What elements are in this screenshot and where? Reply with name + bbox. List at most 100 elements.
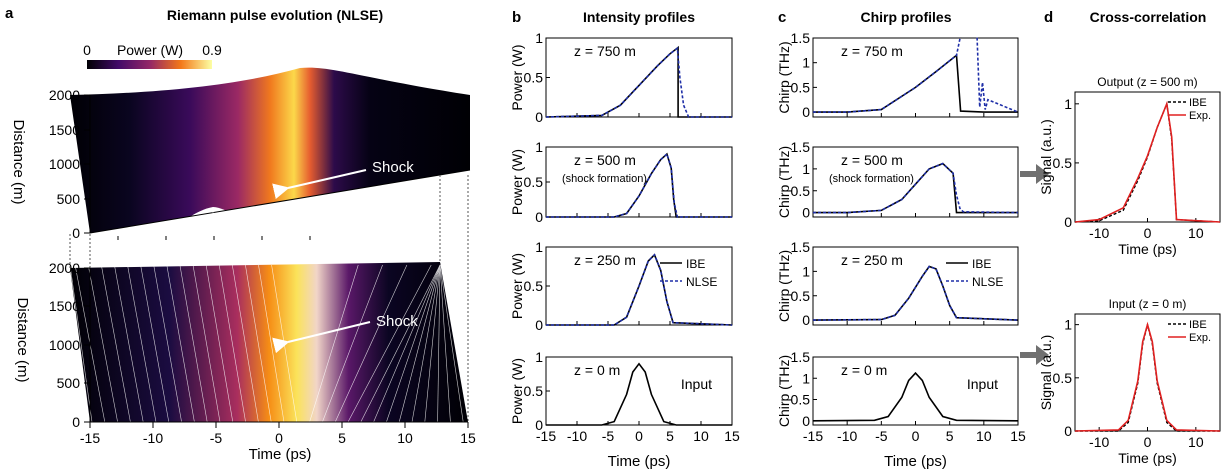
- panel-a-title: Riemann pulse evolution (NLSE): [167, 7, 383, 23]
- characteristic-line: [411, 264, 441, 423]
- bottom-y-tick-label: 2000: [49, 260, 80, 276]
- subplot-note: (shock formation): [562, 173, 647, 185]
- x-tick-label: -10: [567, 428, 587, 444]
- subplot-title: Output (z = 500 m): [1097, 75, 1197, 89]
- top-shock-label: Shock: [372, 159, 414, 176]
- d-subplot-1: 0 0.5 1 Signal (a.u.) -10 0 10 Input (z = 0 m)I…: [1038, 297, 1221, 466]
- y-axis-label: Chirp (THz): [776, 250, 792, 322]
- bottom-x-tick-label: 5: [338, 430, 346, 446]
- y-axis-label: Chirp (THz): [776, 41, 792, 113]
- arrow-to-input: [1020, 345, 1049, 365]
- bottom-x-label: Time (ps): [249, 446, 312, 463]
- characteristic-line: [360, 264, 441, 423]
- subplot-label: z = 0 m: [841, 362, 887, 378]
- top-y-label: Distance (m): [10, 119, 27, 204]
- x-tick-label: 0: [635, 428, 643, 444]
- bottom-x-ticks: -15 -10 -5 0 5 10 15: [80, 422, 476, 446]
- top-y-tick-label: 0: [72, 225, 80, 241]
- x-tick-label: 15: [724, 428, 740, 444]
- y-tick-label: 0.5: [524, 70, 544, 86]
- series-nlse: [546, 152, 732, 218]
- bottom-x-tick-label: 15: [460, 430, 476, 446]
- series-nlse: [813, 265, 1018, 321]
- characteristic-line: [245, 264, 272, 423]
- y-tick-label: 1: [802, 370, 810, 386]
- legend-label: IBE: [1189, 319, 1207, 331]
- subplot-label: z = 750 m: [574, 43, 636, 59]
- characteristic-line: [439, 264, 451, 423]
- bottom-y-label: Distance (m): [14, 297, 31, 382]
- d-subplot-0: 0 0.5 1 Signal (a.u.) -10 0 10 Output (z = 500 …: [1038, 75, 1221, 257]
- y-tick-label: 0: [802, 104, 810, 120]
- subplot-label: z = 500 m: [574, 152, 636, 168]
- panel-b-letter: b: [512, 9, 521, 26]
- x-axis-label-c: Time (ps): [884, 453, 947, 470]
- subplot-label: z = 0 m: [574, 362, 620, 378]
- y-axis-label: Chirp (THz): [776, 146, 792, 218]
- characteristic-line: [218, 264, 246, 423]
- y-tick-label: 1: [535, 349, 543, 365]
- characteristic-line: [87, 264, 118, 423]
- y-tick-label: 1: [535, 239, 543, 255]
- subplot-note: Input: [967, 376, 998, 392]
- x-axis-label-d: Time (ps): [1118, 241, 1177, 257]
- y-tick-label: 0.5: [524, 174, 544, 190]
- y-tick-label: 0.5: [791, 79, 811, 95]
- y-tick-label: 1: [535, 139, 543, 155]
- top-y-ticks: 0 500 1000 1500 2000: [49, 87, 90, 241]
- characteristic-line: [179, 264, 208, 423]
- subplot-title: Input (z = 0 m): [1109, 297, 1187, 311]
- y-tick-label: 0.5: [791, 392, 811, 408]
- series-input: [546, 362, 732, 426]
- bottom-y-tick-label: 0: [72, 414, 80, 430]
- subplot-label: z = 750 m: [841, 43, 903, 59]
- characteristic-line: [322, 264, 383, 423]
- series-nlse: [813, 162, 1018, 214]
- y-tick-label: 1.5: [791, 239, 811, 255]
- x-tick-label: 10: [693, 428, 709, 444]
- y-tick-label: 1: [802, 55, 810, 71]
- bottom-x-tick-label: 0: [275, 430, 283, 446]
- panel-b-title: Intensity profiles: [583, 9, 695, 25]
- bottom-y-tick-label: 500: [57, 375, 81, 391]
- x-axis-label-b: Time (ps): [608, 453, 671, 470]
- characteristic-line: [140, 264, 170, 423]
- panel-d-title: Cross-correlation: [1090, 9, 1207, 25]
- y-tick-label: 0: [802, 205, 810, 221]
- characteristic-line: [309, 264, 359, 423]
- y-tick-label: 0.5: [1053, 155, 1073, 171]
- series-ibe: [813, 162, 1018, 214]
- characteristic-line: [386, 264, 441, 423]
- y-tick-label: 1: [802, 263, 810, 279]
- surface-plot-top: [70, 67, 471, 234]
- colorbar-min-label: 0: [83, 42, 91, 58]
- y-axis-label: Power (W): [509, 253, 525, 319]
- y-axis-label: Power (W): [509, 149, 525, 215]
- y-tick-label: 0: [535, 109, 543, 125]
- y-tick-label: 0.5: [791, 288, 811, 304]
- panel-d-letter: d: [1044, 9, 1053, 26]
- panel-c-letter: c: [778, 9, 786, 26]
- x-axis-label-d: Time (ps): [1118, 450, 1177, 466]
- y-axis-label: Chirp (THz): [776, 355, 792, 427]
- characteristic-line: [373, 264, 441, 423]
- colorbar: [87, 60, 212, 69]
- bottom-x-tick-label: -10: [143, 430, 163, 446]
- y-tick-label: 0.5: [524, 278, 544, 294]
- subplot-note: Input: [681, 376, 712, 392]
- subplot-label: z = 500 m: [841, 152, 903, 168]
- series-nlse: [813, 37, 1018, 113]
- x-tick-label: -15: [536, 428, 556, 444]
- characteristic-line: [153, 264, 182, 423]
- characteristic-line: [437, 264, 441, 423]
- y-tick-label: 1: [1064, 317, 1072, 333]
- x-tick-label: 10: [1188, 434, 1204, 450]
- x-tick-label: 0: [1144, 434, 1152, 450]
- characteristic-line: [192, 264, 221, 423]
- characteristic-line: [69, 264, 93, 423]
- b-subplot-2: 0 0.5 1 Power (W) z = 250 m IBE NLSE: [509, 239, 733, 333]
- y-tick-label: 1: [535, 30, 543, 46]
- bottom-y-tick-label: 1000: [49, 337, 80, 353]
